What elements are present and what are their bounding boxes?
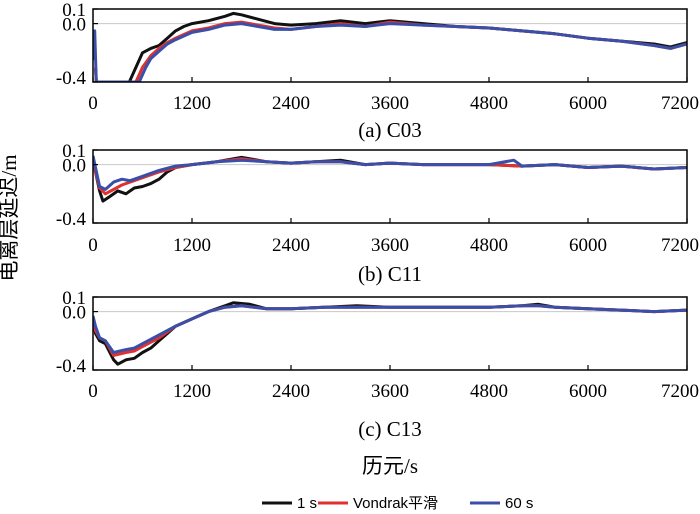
series-line-60s [93,155,687,191]
x-tick-label: 1200 [173,93,211,114]
legend-label-60s: 60 s [505,495,533,512]
panel-caption: (c) C13 [358,417,422,441]
x-tick-label: 4800 [470,235,508,256]
panel-caption: (b) C11 [358,262,422,286]
x-tick-label: 0 [88,381,98,402]
y-tick-label: 0.0 [62,15,86,36]
x-tick-label: 2400 [272,381,310,402]
y-tick-label: 0.1 [62,141,86,162]
x-tick-label: 6000 [569,381,607,402]
y-axis-label: 电离层延迟/m [0,154,21,281]
y-tick-label: 0.0 [62,303,86,324]
series-group [93,11,687,82]
x-tick-label: 0 [88,235,98,256]
x-axis-label: 历元/s [362,454,418,478]
legend-label-1s: 1 s [297,495,317,512]
x-tick-label: 1200 [173,235,211,256]
x-tick-label: 0 [88,93,98,114]
x-tick-label: 1200 [173,381,211,402]
panel-2: 0.10.0 -0.40 1200 2400 3600 4800 6000 7200 (b) C… [56,141,699,286]
x-tick-label: 7200 [661,381,699,402]
y-tick-label: -0.4 [56,356,87,377]
x-tick-label: 2400 [272,93,310,114]
y-tick-label: -0.4 [56,209,87,230]
y-tick-label: 0.1 [62,0,86,21]
panels: 0.10.0-0.40 1200 2400 3600 4800 6000 7200(a) C… [56,0,699,441]
panel-3: 0.10.0 -0.40 1200 2400 3600 4800 6000 7200 (c) C… [56,288,699,441]
x-tick-label: 2400 [272,235,310,256]
y-tick-label: 0.0 [62,156,86,177]
y-tick-label: -0.4 [56,68,87,89]
x-tick-label: 6000 [569,93,607,114]
legend-label-vondrak: Vondrak平滑 [353,495,438,512]
x-tick-label: 3600 [371,93,409,114]
legend: 1 s Vondrak平滑 60 s [262,495,533,512]
series-group [93,301,687,366]
plot-frame [92,149,688,224]
series-line-vondrak [94,20,687,82]
x-tick-label: 7200 [661,235,699,256]
x-tick-label: 3600 [371,381,409,402]
x-tick-label: 7200 [661,93,699,114]
x-tick-label: 3600 [371,235,409,256]
series-line-vondrak [93,304,687,357]
x-tick-label: 6000 [569,235,607,256]
y-tick-label: 0.1 [62,288,86,309]
panel-1: 0.10.0 -0.40 1200 2400 3600 4800 6000 7200 (a) C… [56,0,699,142]
x-tick-label: 4800 [470,381,508,402]
series-line-60s [93,22,687,82]
series-line-60s [93,304,687,354]
series-group [93,155,687,203]
panel-caption: (a) C03 [358,118,422,142]
x-tick-label: 4800 [470,93,508,114]
